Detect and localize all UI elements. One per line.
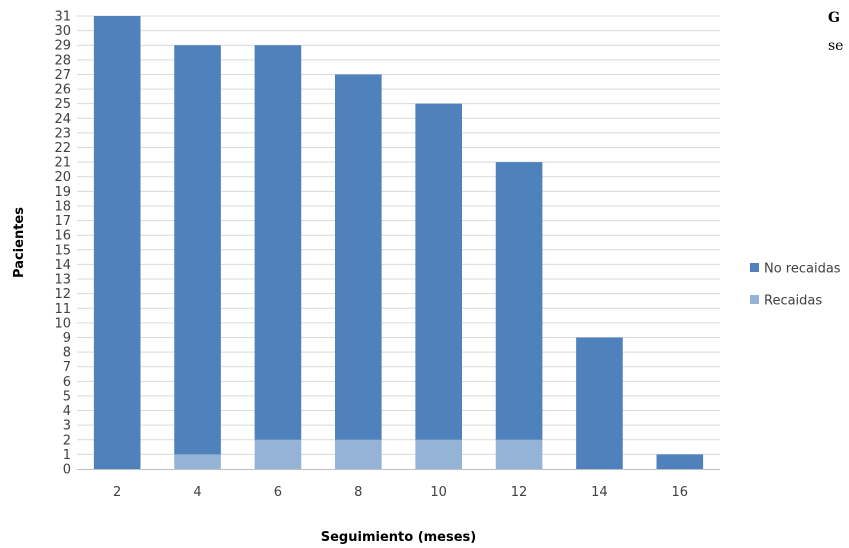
bar-recaidas-6 — [254, 439, 302, 469]
bar-no-recaidas-14 — [576, 337, 623, 469]
y-tick-label-16: 16 — [54, 229, 71, 244]
y-tick-label-13: 13 — [54, 273, 71, 288]
y-axis-title: Pacientes — [12, 207, 27, 278]
y-tick-label-17: 17 — [54, 214, 71, 229]
y-tick-label-6: 6 — [63, 375, 71, 390]
legend-label-recaidas: Recaidas — [764, 294, 822, 309]
y-tick-label-11: 11 — [54, 302, 71, 317]
y-tick-label-22: 22 — [54, 141, 71, 156]
side-caption-text: se — [828, 38, 844, 54]
y-tick-label-18: 18 — [54, 199, 71, 214]
bar-no-recaidas-12 — [495, 162, 543, 440]
bar-recaidas-10 — [415, 439, 462, 469]
legend-label-no-recaidas: No recaidas — [764, 262, 841, 277]
y-tick-label-27: 27 — [54, 68, 71, 83]
y-tick-label-9: 9 — [63, 331, 71, 346]
legend: No recaidas Recaidas — [750, 262, 841, 309]
bars — [93, 16, 704, 469]
y-tick-label-26: 26 — [54, 83, 71, 98]
bar-recaidas-4 — [174, 454, 221, 469]
y-tick-label-3: 3 — [63, 419, 71, 434]
y-tick-label-29: 29 — [54, 39, 71, 54]
bar-no-recaidas-16 — [656, 454, 704, 469]
x-tick-label-8: 8 — [354, 485, 362, 500]
x-tick-label-14: 14 — [591, 485, 608, 500]
x-tick-label-6: 6 — [274, 485, 282, 500]
y-tick-label-23: 23 — [54, 126, 71, 141]
y-tick-label-30: 30 — [54, 24, 71, 39]
bar-no-recaidas-6 — [254, 45, 302, 440]
y-tick-label-10: 10 — [54, 316, 71, 331]
y-tick-label-0: 0 — [63, 463, 71, 478]
bar-no-recaidas-8 — [335, 74, 382, 440]
y-tick-label-20: 20 — [54, 170, 71, 185]
y-tick-label-4: 4 — [63, 404, 71, 419]
x-tick-label-12: 12 — [511, 485, 528, 500]
y-tick-label-2: 2 — [63, 433, 71, 448]
bar-recaidas-12 — [495, 439, 543, 469]
x-tick-label-16: 16 — [672, 485, 689, 500]
side-caption-bold: G — [828, 10, 840, 26]
y-tick-label-31: 31 — [54, 10, 71, 25]
legend-swatch-no-recaidas — [750, 263, 759, 272]
y-tick-label-5: 5 — [63, 389, 71, 404]
y-tick-label-24: 24 — [54, 112, 71, 127]
y-tick-label-8: 8 — [63, 346, 71, 361]
bar-no-recaidas-4 — [174, 45, 221, 455]
bar-recaidas-8 — [335, 439, 382, 469]
y-tick-label-25: 25 — [54, 97, 71, 112]
bar-no-recaidas-10 — [415, 103, 462, 440]
y-tick-label-15: 15 — [54, 243, 71, 258]
y-tick-label-7: 7 — [63, 360, 71, 375]
x-tick-label-4: 4 — [193, 485, 201, 500]
x-axis-title: Seguimiento (meses) — [321, 530, 476, 545]
y-tick-label-1: 1 — [63, 448, 71, 463]
y-tick-label-14: 14 — [54, 258, 71, 273]
y-axis-ticks: 0123456789101112131415161718192021222324… — [54, 10, 71, 478]
x-tick-label-10: 10 — [430, 485, 447, 500]
y-tick-label-19: 19 — [54, 185, 71, 200]
legend-swatch-recaidas — [750, 295, 759, 304]
y-tick-label-21: 21 — [54, 156, 71, 171]
x-axis-ticks: 2 4 6 8 10 12 14 16 — [113, 485, 688, 500]
gridlines — [77, 15, 720, 455]
y-tick-label-12: 12 — [54, 287, 71, 302]
y-tick-label-28: 28 — [54, 53, 71, 68]
x-tick-label-2: 2 — [113, 485, 121, 500]
bar-no-recaidas-2 — [93, 16, 141, 469]
